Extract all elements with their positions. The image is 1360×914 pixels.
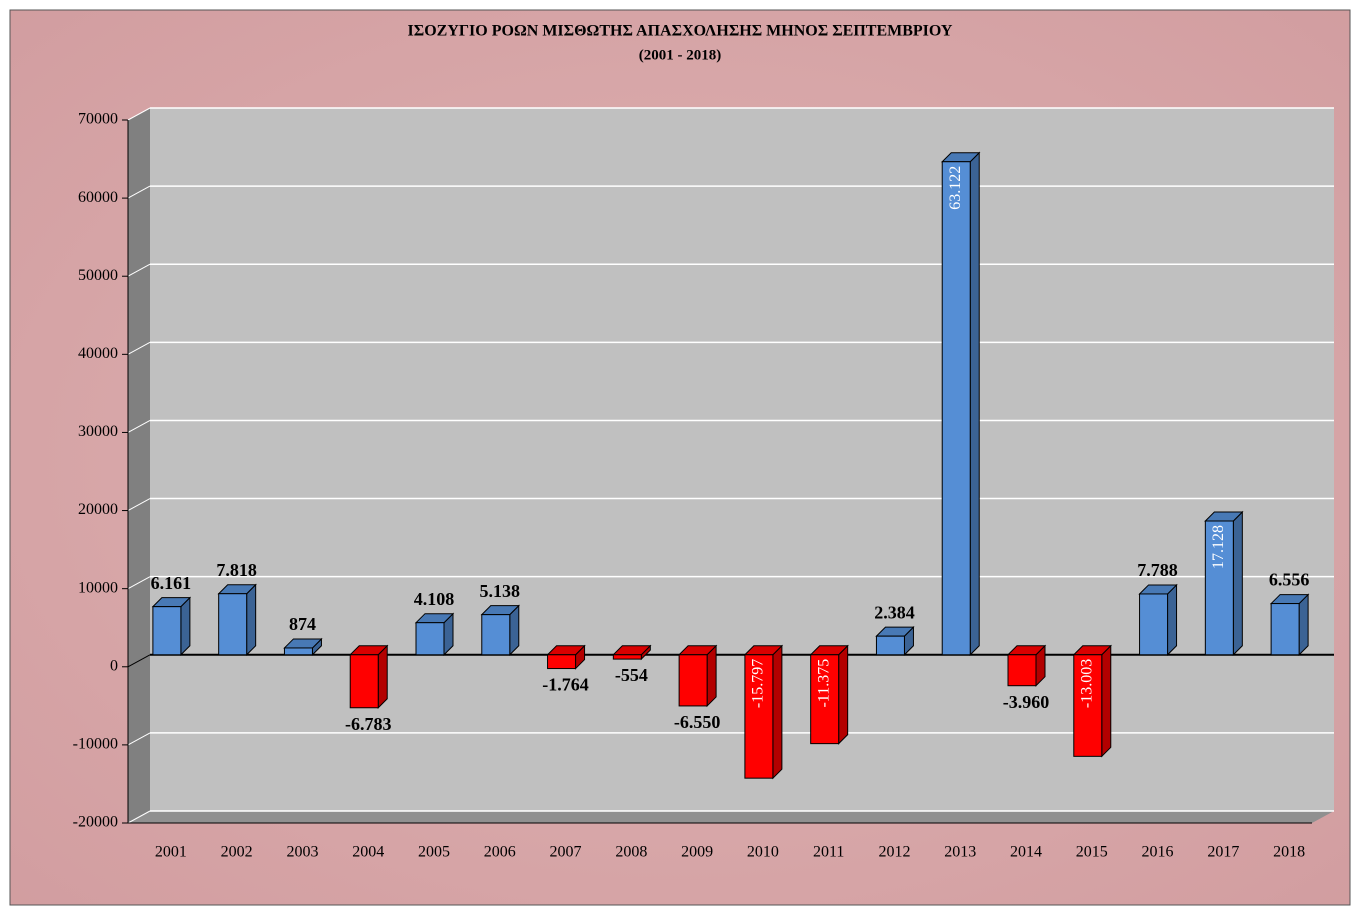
- y-tick-label: 70000: [78, 111, 118, 128]
- grid-line-side: [127, 107, 151, 121]
- bar: [1073, 654, 1103, 757]
- x-tick-label: 2012: [878, 844, 910, 861]
- bar: [415, 622, 445, 656]
- x-tick-label: 2014: [1010, 844, 1042, 861]
- x-tick-label: 2002: [221, 844, 253, 861]
- back-wall: [150, 108, 1334, 811]
- bar-side: [1298, 593, 1309, 656]
- bar: [612, 654, 642, 660]
- x-tick-label: 2006: [484, 844, 516, 861]
- grid-line-side: [127, 341, 151, 355]
- bar-side: [180, 596, 191, 656]
- side-wall: [128, 108, 150, 823]
- value-label: -6.783: [345, 714, 392, 734]
- x-tick-label: 2008: [615, 844, 647, 861]
- y-tick-label: 20000: [78, 501, 118, 518]
- value-label: 63.122: [947, 166, 964, 210]
- bar-side: [838, 644, 849, 745]
- x-tick-label: 2004: [352, 844, 384, 861]
- x-tick-label: 2016: [1142, 844, 1174, 861]
- value-label: -1.764: [542, 675, 589, 695]
- y-tick-label: 0: [110, 657, 118, 674]
- value-label: 17.128: [1210, 525, 1227, 569]
- grid-line-side: [127, 654, 151, 668]
- bar-side: [246, 583, 257, 656]
- bar: [283, 647, 313, 656]
- y-tick-label: 50000: [78, 267, 118, 284]
- bar-side: [706, 644, 717, 708]
- floor: [128, 811, 1334, 823]
- grid-line-side: [127, 185, 151, 199]
- value-label: -15.797: [750, 659, 767, 708]
- value-label: 7.818: [216, 560, 257, 580]
- value-label: 2.384: [874, 602, 915, 622]
- bar-side: [969, 151, 980, 656]
- x-tick-label: 2018: [1273, 844, 1305, 861]
- x-tick-label: 2017: [1207, 844, 1239, 861]
- x-tick-label: 2010: [747, 844, 779, 861]
- y-tick-label: 10000: [78, 579, 118, 596]
- x-tick-label: 2013: [944, 844, 976, 861]
- x-tick-label: 2003: [286, 844, 318, 861]
- bar: [1139, 593, 1169, 656]
- bar-side: [772, 644, 783, 780]
- y-tick-label: 40000: [78, 345, 118, 362]
- grid-line-side: [127, 498, 151, 511]
- y-tick-label: -20000: [73, 814, 118, 831]
- bar: [349, 654, 379, 709]
- bar: [678, 654, 708, 707]
- y-tick-label: 60000: [78, 189, 118, 206]
- bar: [875, 635, 905, 656]
- bar: [941, 161, 971, 656]
- value-label: 4.108: [414, 589, 455, 609]
- bar: [547, 654, 577, 670]
- value-label: 6.161: [151, 573, 192, 593]
- value-label: -11.375: [815, 659, 832, 708]
- bar-side: [1167, 583, 1178, 656]
- value-label: 5.138: [480, 581, 521, 601]
- bar-side: [1232, 510, 1243, 656]
- value-label: -3.960: [1003, 692, 1050, 712]
- bar: [1007, 654, 1037, 687]
- bar-side: [377, 644, 388, 709]
- value-label: -13.003: [1078, 659, 1095, 708]
- grid-line-side: [127, 420, 151, 433]
- value-label: 7.788: [1137, 560, 1178, 580]
- y-tick-label: -10000: [73, 736, 118, 753]
- bar: [481, 614, 511, 656]
- bar: [152, 606, 182, 656]
- value-label: 874: [289, 614, 316, 634]
- value-label: -554: [615, 665, 648, 685]
- bar: [744, 654, 774, 779]
- bar-side: [1101, 644, 1112, 758]
- chart-title: ΙΣΟΖΥΓΙΟ ΡΟΩΝ ΜΙΣΘΩΤΗΣ ΑΠΑΣΧΟΛΗΣΗΣ ΜΗΝΟΣ…: [408, 23, 953, 40]
- x-tick-label: 2015: [1076, 844, 1108, 861]
- value-label: 6.556: [1269, 570, 1310, 590]
- bar: [218, 593, 248, 656]
- x-tick-label: 2005: [418, 844, 450, 861]
- y-tick-label: 30000: [78, 423, 118, 440]
- x-tick-label: 2011: [813, 844, 844, 861]
- grid-line-side: [127, 263, 151, 277]
- chart-subtitle: (2001 - 2018): [639, 47, 722, 63]
- x-tick-label: 2007: [550, 844, 582, 861]
- grid-line-side: [127, 810, 151, 824]
- x-tick-label: 2001: [155, 844, 187, 861]
- bar: [1270, 603, 1300, 656]
- x-tick-label: 2009: [681, 844, 713, 861]
- bar: [810, 654, 840, 745]
- value-label: -6.550: [674, 712, 721, 732]
- bar: [1204, 520, 1234, 656]
- grid-line-side: [127, 732, 151, 746]
- grid-line-side: [127, 576, 151, 590]
